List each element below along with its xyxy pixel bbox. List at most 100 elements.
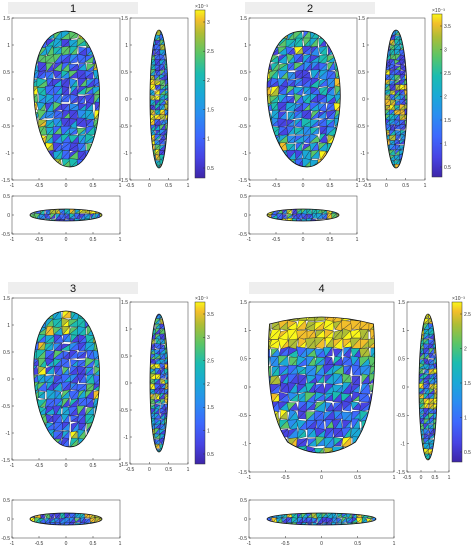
mesh-triangle (23, 78, 31, 88)
mesh-triangle (440, 348, 445, 353)
mesh-triangle (377, 349, 388, 358)
mesh-triangle (342, 110, 349, 118)
mesh-triangle (171, 74, 176, 80)
mesh-triangle (103, 382, 111, 391)
mesh-triangle (411, 70, 416, 76)
mesh-triangle (272, 528, 278, 533)
mesh-triangle (164, 328, 168, 335)
mesh-triangle (346, 513, 353, 514)
mesh-triangle (33, 209, 40, 210)
mesh-triangle (170, 344, 176, 350)
mesh-triangle (43, 209, 51, 210)
mesh-triangle (308, 304, 317, 312)
mesh-triangle (256, 136, 262, 144)
mesh-triangle (61, 311, 71, 319)
mesh-triangle (268, 391, 272, 403)
mesh-triangle (150, 358, 151, 364)
mesh-triangle (163, 164, 168, 168)
mesh-triangle (164, 314, 168, 315)
mesh-triangle (319, 31, 329, 33)
mesh-triangle (268, 427, 270, 440)
mesh-triangle (77, 168, 85, 177)
mesh-triangle (281, 225, 287, 230)
mesh-triangle (385, 120, 386, 126)
mesh-triangle (92, 149, 100, 160)
mesh-triangle (33, 318, 38, 328)
mesh-triangle (150, 413, 151, 419)
mesh-triangle (411, 135, 416, 140)
mesh-triangle (410, 124, 416, 130)
mesh-triangle (55, 513, 60, 514)
mesh-triangle (410, 94, 415, 100)
mesh-triangle (40, 513, 46, 514)
mesh-triangle (301, 218, 309, 221)
mesh-triangle (277, 508, 282, 513)
mesh-triangle (256, 95, 263, 104)
mesh-triangle (84, 224, 90, 229)
mesh-triangle (39, 209, 45, 210)
mesh-triangle (399, 169, 406, 175)
mesh-triangle (170, 348, 176, 354)
mesh-triangle (251, 366, 263, 377)
mesh-triangle (29, 224, 35, 229)
mesh-triangle (313, 528, 317, 533)
mesh-triangle (267, 45, 273, 54)
mesh-triangle (278, 31, 287, 33)
mesh-triangle (251, 366, 261, 377)
mesh-triangle (272, 528, 278, 533)
mesh-triangle (292, 528, 297, 533)
mesh-triangle (255, 136, 263, 143)
mesh-triangle (255, 104, 264, 112)
mesh-triangle (253, 384, 263, 394)
mesh-triangle (44, 165, 55, 167)
mesh-triangle (163, 444, 168, 450)
mesh-triangle (321, 219, 328, 221)
mesh-triangle (23, 391, 31, 399)
mesh-triangle (33, 31, 40, 39)
mesh-triangle (388, 338, 397, 349)
mesh-triangle (30, 513, 35, 514)
mesh-triangle (331, 209, 338, 210)
mesh-triangle (50, 513, 55, 519)
y-tick-label: -0.5 (119, 408, 128, 414)
y-tick-label: -1 (401, 441, 406, 447)
mesh-triangle (254, 118, 265, 126)
mesh-triangle (410, 110, 416, 115)
mesh-triangle (297, 302, 306, 310)
mesh-triangle (95, 528, 101, 534)
mesh-triangle (282, 513, 287, 514)
y-tick-label: -1.5 (356, 178, 365, 184)
mesh-triangle (410, 40, 414, 45)
mesh-triangle (150, 110, 151, 116)
mesh-triangle (336, 218, 339, 221)
mesh-triangle (399, 164, 406, 168)
mesh-triangle (30, 521, 31, 525)
mesh-triangle (22, 159, 30, 167)
mesh-triangle (387, 311, 398, 321)
mesh-triangle (101, 39, 109, 46)
mesh-triangle (340, 522, 348, 525)
mesh-triangle (411, 165, 416, 170)
mesh-triangle (170, 35, 175, 40)
x-tick-label: 0.5 (432, 475, 439, 481)
mesh-triangle (288, 455, 299, 465)
mesh-triangle (296, 430, 307, 440)
mesh-triangle (50, 508, 55, 513)
mesh-triangle (307, 456, 316, 464)
mesh-triangle (22, 70, 29, 78)
mesh-triangle (269, 317, 281, 321)
mesh-triangle (170, 146, 176, 151)
mesh-triangle (271, 513, 279, 514)
y-tick-label: 0.5 (240, 70, 247, 76)
mesh-triangle (93, 142, 100, 152)
mesh-triangle (297, 457, 306, 465)
mesh-triangle (368, 317, 375, 323)
mesh-triangle (433, 324, 437, 330)
mesh-triangle (297, 464, 305, 473)
mesh-triangle (385, 34, 386, 41)
mesh-triangle (70, 95, 79, 104)
mesh-triangle (25, 225, 30, 230)
mesh-triangle (154, 30, 161, 31)
mesh-triangle (277, 166, 288, 167)
mesh-triangle (366, 522, 374, 525)
